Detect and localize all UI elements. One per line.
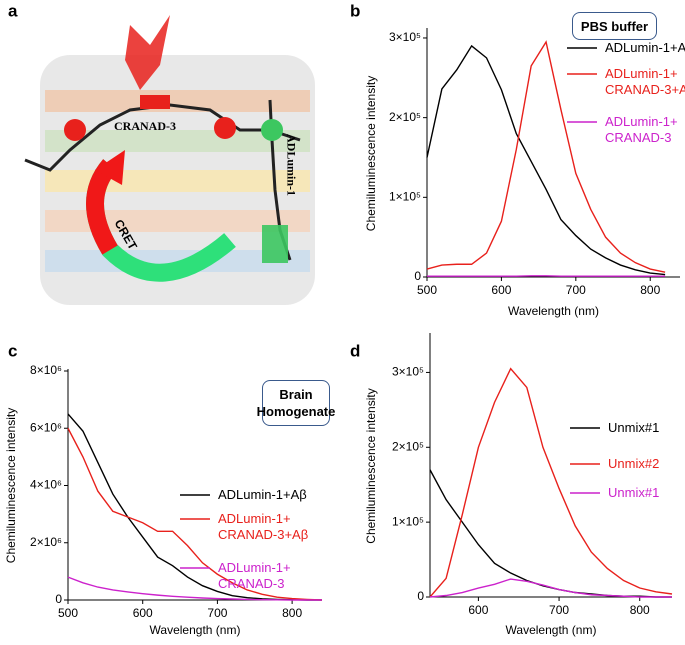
panel-label: d <box>350 341 360 360</box>
legend-label: Unmix#2 <box>608 456 660 471</box>
y-tick-label: 0 <box>414 269 421 283</box>
y-tick-label: 3×10⁵ <box>389 30 421 44</box>
x-tick-label: 600 <box>491 283 511 297</box>
y-axis-title: Chemiluminescence intensity <box>364 388 378 543</box>
y-tick-label: 1×10⁵ <box>392 514 424 528</box>
molecule-label: CRANAD-3 <box>114 119 176 133</box>
sheet <box>45 90 310 112</box>
emission <box>125 15 170 90</box>
y-tick-label: 0 <box>55 592 62 606</box>
series-line <box>429 578 672 598</box>
y-tick-label: 0 <box>417 589 424 603</box>
annotation-box: PBS buffer <box>572 12 657 40</box>
sheet <box>45 170 310 192</box>
x-tick-label: 500 <box>58 606 78 620</box>
y-tick-label: 2×10⁶ <box>30 535 62 549</box>
ring <box>64 119 86 141</box>
ring <box>261 119 283 141</box>
x-axis-title: Wavelength (nm) <box>150 623 241 637</box>
y-tick-label: 1×10⁵ <box>389 189 421 203</box>
y-tick-label: 3×10⁵ <box>392 365 424 379</box>
series-line <box>429 367 673 598</box>
legend-label: Unmix#1 <box>608 485 660 500</box>
sheet <box>45 210 310 232</box>
x-tick-label: 700 <box>566 283 586 297</box>
y-tick-label: 2×10⁵ <box>389 110 421 124</box>
legend-label: ADLumin-1+ CRANAD-3 <box>605 114 678 145</box>
legend-label: ADLumin-1+ CRANAD-3 <box>218 560 291 591</box>
annotation-box: Brain Homogenate <box>257 380 335 426</box>
x-tick-label: 800 <box>640 283 660 297</box>
panel-label: b <box>350 1 360 20</box>
legend-label: ADLumin-1+ CRANAD-3+Aβ <box>218 511 309 542</box>
x-axis-title: Wavelength (nm) <box>508 304 599 318</box>
ring <box>262 225 288 263</box>
x-axis-title: Wavelength (nm) <box>506 623 597 637</box>
panel-label: c <box>8 341 17 360</box>
x-tick-label: 500 <box>417 283 437 297</box>
series-line <box>426 40 666 273</box>
panel-label: a <box>8 1 18 20</box>
arrow-head <box>95 150 125 185</box>
panel-a-illustration <box>24 15 315 305</box>
x-tick-label: 700 <box>207 606 227 620</box>
x-tick-label: 700 <box>549 603 569 617</box>
x-tick-label: 600 <box>468 603 488 617</box>
legend-label: ADLumin-1+ CRANAD-3+Aβ <box>605 66 685 97</box>
x-tick-label: 800 <box>630 603 650 617</box>
series-line <box>67 576 322 601</box>
y-tick-label: 8×10⁶ <box>30 363 62 377</box>
sheet <box>45 130 310 152</box>
x-tick-label: 800 <box>282 606 302 620</box>
molecule-label: ADLumin-1 <box>284 134 298 196</box>
series-line <box>426 44 666 276</box>
x-tick-label: 600 <box>133 606 153 620</box>
ring <box>214 117 236 139</box>
y-tick-label: 6×10⁶ <box>30 420 62 434</box>
legend-label: Unmix#1 <box>608 420 660 435</box>
y-tick-label: 4×10⁶ <box>30 478 62 492</box>
legend-label: ADLumin-1+Aβ <box>218 487 307 502</box>
legend-label: ADLumin-1+Aβ <box>605 40 685 55</box>
y-tick-label: 2×10⁵ <box>392 439 424 453</box>
y-axis-title: Chemiluminescence intensity <box>4 408 18 563</box>
boron-core <box>140 95 170 109</box>
series-line <box>67 427 323 601</box>
y-axis-title: Chemiluminescence intensity <box>364 76 378 231</box>
